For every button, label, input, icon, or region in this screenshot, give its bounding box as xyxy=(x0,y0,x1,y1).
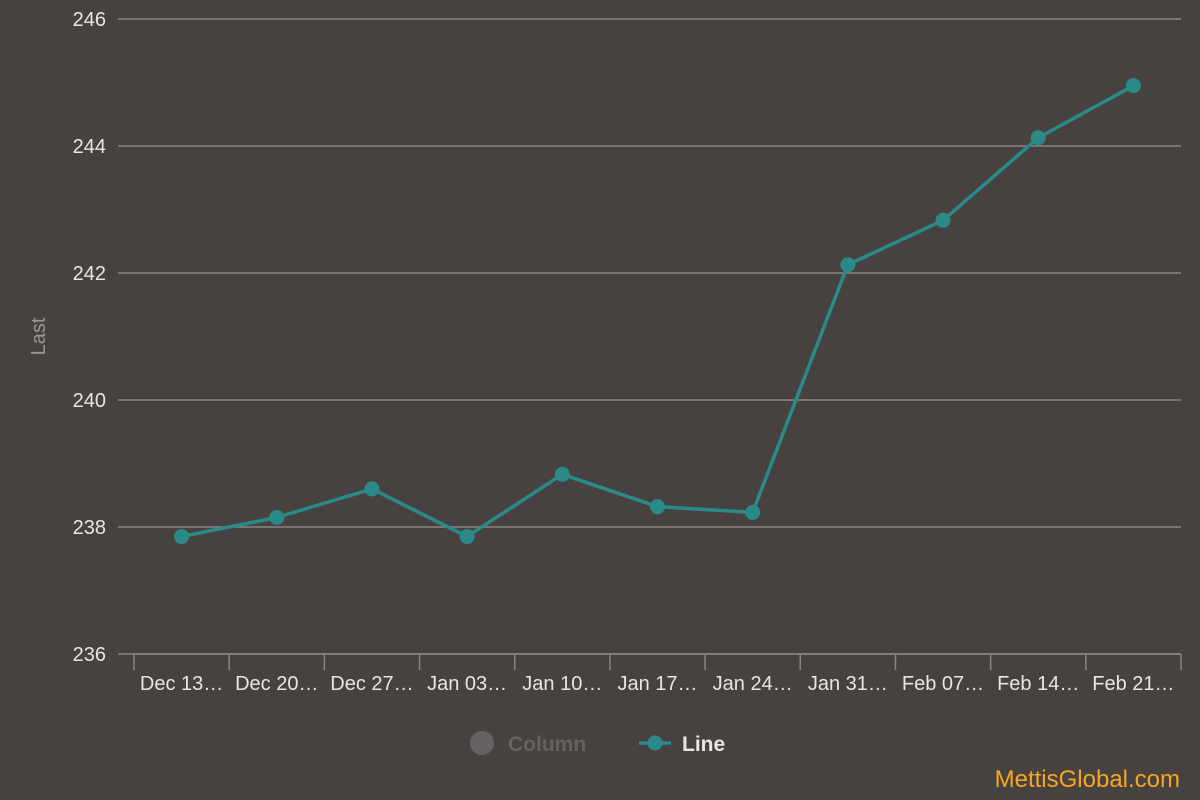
y-tick-label: 244 xyxy=(73,136,106,158)
data-point[interactable] xyxy=(1125,78,1141,94)
y-tick-label: 242 xyxy=(73,263,106,285)
x-tick-label: Feb 21… xyxy=(1092,673,1174,695)
data-point[interactable] xyxy=(840,257,856,273)
x-tick-label: Jan 10… xyxy=(522,673,602,695)
x-tick-label: Jan 17… xyxy=(617,673,697,695)
x-axis: Dec 13… Dec 20… Dec 27… Jan 03… Jan 10… Jan 1… xyxy=(133,653,1182,695)
data-point[interactable] xyxy=(1030,130,1046,146)
gridlines xyxy=(118,18,1181,655)
y-tick-label: 246 xyxy=(73,9,106,31)
legend-line-marker-icon xyxy=(647,735,663,751)
x-tick-label: Dec 20… xyxy=(235,673,318,695)
x-tick-label: Feb 14… xyxy=(997,673,1079,695)
y-axis: 236 238 240 242 244 246 Last xyxy=(28,9,106,666)
x-tick-label: Jan 03… xyxy=(427,673,507,695)
watermark-link[interactable]: MettisGlobal.com xyxy=(994,766,1180,793)
y-tick-label: 238 xyxy=(73,517,106,539)
data-point[interactable] xyxy=(650,499,665,515)
data-point[interactable] xyxy=(174,529,190,545)
data-point[interactable] xyxy=(745,504,761,520)
legend-column-icon xyxy=(470,731,494,755)
x-tick-label: Dec 13… xyxy=(140,673,223,695)
data-point[interactable] xyxy=(364,481,380,497)
series xyxy=(174,78,1141,545)
data-point[interactable] xyxy=(935,212,951,228)
y-tick-label: 240 xyxy=(73,390,106,412)
legend-column-label: Column xyxy=(508,733,586,756)
x-tick-label: Jan 24… xyxy=(713,673,793,695)
legend[interactable]: Column Line xyxy=(470,731,725,756)
data-point[interactable] xyxy=(459,529,475,545)
y-tick-label: 236 xyxy=(73,644,106,666)
data-point[interactable] xyxy=(269,509,285,525)
y-axis-title: Last xyxy=(28,317,50,355)
legend-item-column[interactable]: Column xyxy=(470,731,586,756)
series-line xyxy=(181,84,1135,539)
legend-item-line[interactable]: Line xyxy=(639,733,725,756)
legend-line-label: Line xyxy=(682,733,725,756)
x-tick-label: Feb 07… xyxy=(902,673,984,695)
data-point[interactable] xyxy=(554,466,570,482)
x-tick-label: Jan 31… xyxy=(808,673,888,695)
x-tick-label: Dec 27… xyxy=(330,673,413,695)
